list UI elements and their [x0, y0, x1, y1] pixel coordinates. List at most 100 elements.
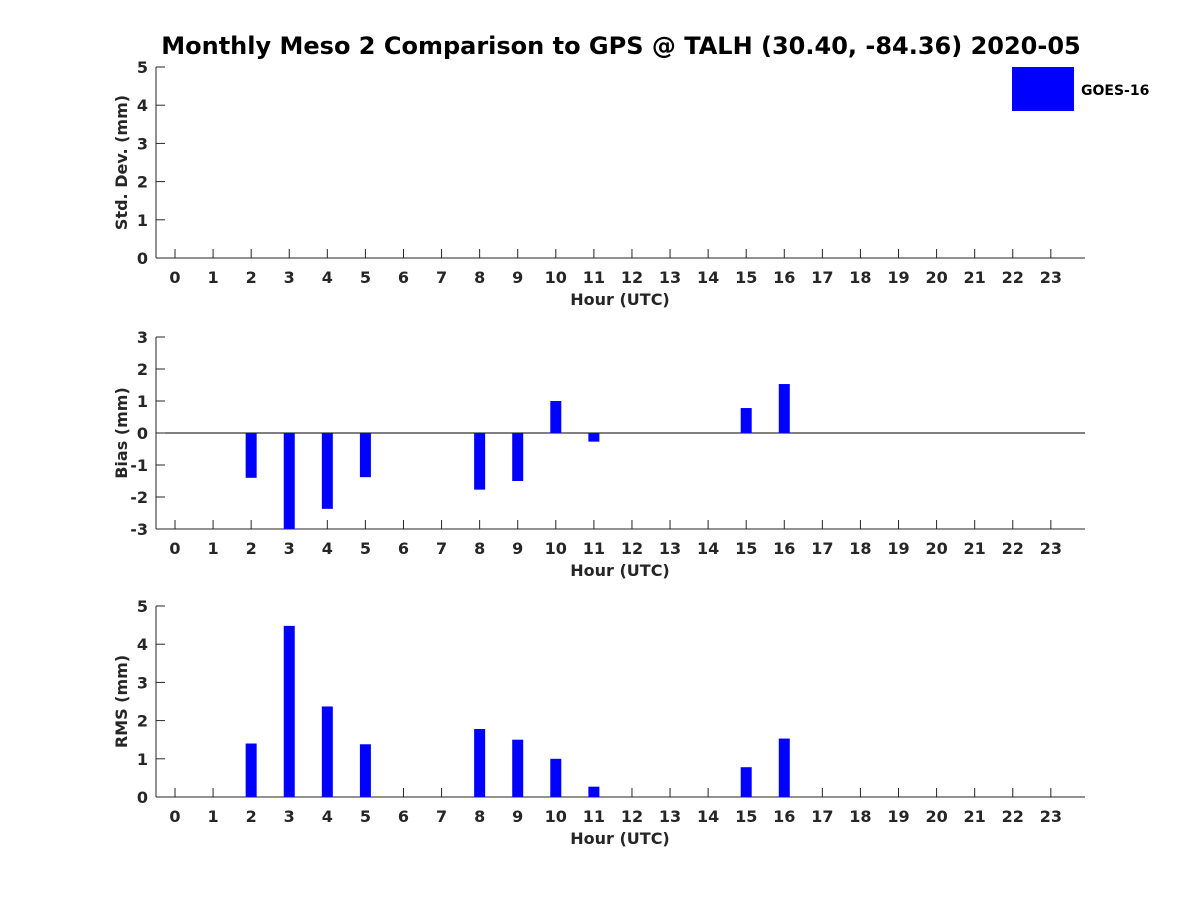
x-tick-label: 22	[1002, 807, 1024, 826]
x-tick-label: 8	[474, 539, 485, 558]
x-tick-label: 15	[735, 539, 757, 558]
x-tick-label: 6	[398, 539, 409, 558]
x-tick-label: 21	[964, 807, 986, 826]
bar-rms-hour-16	[778, 738, 790, 797]
x-tick-label: 13	[659, 539, 681, 558]
x-tick-label: 22	[1002, 539, 1024, 558]
x-tick-label: 11	[583, 807, 605, 826]
bar-bias-hour-9	[512, 433, 524, 481]
x-tick-label: 10	[545, 268, 567, 287]
x-tick-label: 14	[697, 807, 719, 826]
y-tick-label: 2	[137, 712, 148, 731]
bar-bias-hour-8	[474, 433, 486, 490]
x-tick-label: 10	[545, 807, 567, 826]
x-tick-label: 2	[246, 539, 257, 558]
y-tick-label: 5	[137, 58, 148, 77]
x-tick-label: 8	[474, 807, 485, 826]
chart-title: Monthly Meso 2 Comparison to GPS @ TALH …	[161, 32, 1080, 60]
x-tick-label: 21	[964, 268, 986, 287]
x-tick-label: 20	[925, 807, 947, 826]
x-tick-label: 2	[246, 268, 257, 287]
x-tick-label: 23	[1040, 268, 1062, 287]
x-tick-label: 14	[697, 268, 719, 287]
x-axis-label: Hour (UTC)	[570, 561, 670, 580]
bar-bias-hour-11	[588, 433, 600, 442]
y-tick-label: 4	[137, 96, 148, 115]
bar-bias-hour-4	[321, 433, 333, 509]
x-tick-label: 13	[659, 807, 681, 826]
x-tick-label: 0	[169, 268, 180, 287]
legend: GOES-16	[1012, 67, 1149, 111]
x-tick-label: 1	[208, 807, 219, 826]
y-axis-label: Bias (mm)	[112, 387, 131, 479]
x-tick-label: 3	[284, 539, 295, 558]
bar-bias-hour-15	[740, 408, 752, 433]
x-tick-label: 3	[284, 807, 295, 826]
x-tick-label: 23	[1040, 807, 1062, 826]
x-tick-label: 5	[360, 539, 371, 558]
bar-rms-hour-9	[512, 739, 524, 797]
x-tick-label: 11	[583, 539, 605, 558]
x-tick-label: 20	[925, 268, 947, 287]
bar-rms-hour-10	[550, 758, 562, 797]
x-tick-label: 4	[322, 807, 333, 826]
x-tick-label: 9	[512, 807, 523, 826]
y-tick-label: 3	[137, 134, 148, 153]
x-tick-label: 0	[169, 539, 180, 558]
y-axis-label: Std. Dev. (mm)	[112, 95, 131, 230]
bar-bias-hour-16	[778, 384, 790, 433]
x-tick-label: 4	[322, 268, 333, 287]
x-axis-label: Hour (UTC)	[570, 829, 670, 848]
x-tick-label: 16	[773, 268, 795, 287]
legend-swatch-goes-16	[1012, 67, 1074, 111]
x-tick-label: 18	[849, 807, 871, 826]
bar-rms-hour-3	[283, 625, 295, 797]
y-tick-label: 2	[137, 360, 148, 379]
x-tick-label: 4	[322, 539, 333, 558]
y-tick-label: 0	[137, 249, 148, 268]
x-tick-label: 20	[925, 539, 947, 558]
x-tick-label: 19	[887, 268, 909, 287]
bar-bias-hour-5	[359, 433, 371, 478]
x-tick-label: 6	[398, 807, 409, 826]
y-tick-label: 2	[137, 173, 148, 192]
bar-rms-hour-4	[321, 706, 333, 797]
y-tick-label: 4	[137, 635, 148, 654]
x-tick-label: 5	[360, 268, 371, 287]
x-tick-label: 1	[208, 539, 219, 558]
x-tick-label: 18	[849, 268, 871, 287]
y-tick-label: 3	[137, 673, 148, 692]
x-tick-label: 9	[512, 539, 523, 558]
x-tick-label: 16	[773, 539, 795, 558]
y-tick-label: 1	[137, 211, 148, 230]
x-tick-label: 8	[474, 268, 485, 287]
x-tick-label: 9	[512, 268, 523, 287]
x-tick-label: 17	[811, 807, 833, 826]
x-tick-label: 0	[169, 807, 180, 826]
x-tick-label: 2	[246, 807, 257, 826]
y-tick-label: 3	[137, 328, 148, 347]
y-tick-label: 1	[137, 392, 148, 411]
x-tick-label: 7	[436, 539, 447, 558]
x-tick-label: 22	[1002, 268, 1024, 287]
y-axis-label: RMS (mm)	[112, 655, 131, 748]
bar-rms-hour-2	[245, 743, 257, 797]
x-tick-label: 14	[697, 539, 719, 558]
x-tick-label: 13	[659, 268, 681, 287]
y-tick-label: 0	[137, 424, 148, 443]
bar-bias-hour-10	[550, 401, 562, 433]
bar-rms-hour-5	[359, 744, 371, 797]
bar-rms-hour-8	[474, 729, 486, 797]
x-tick-label: 6	[398, 268, 409, 287]
x-tick-label: 10	[545, 539, 567, 558]
bar-rms-hour-15	[740, 767, 752, 797]
x-axis-label: Hour (UTC)	[570, 290, 670, 309]
x-tick-label: 18	[849, 539, 871, 558]
y-tick-label: -2	[130, 488, 148, 507]
x-tick-label: 19	[887, 539, 909, 558]
x-tick-label: 7	[436, 268, 447, 287]
